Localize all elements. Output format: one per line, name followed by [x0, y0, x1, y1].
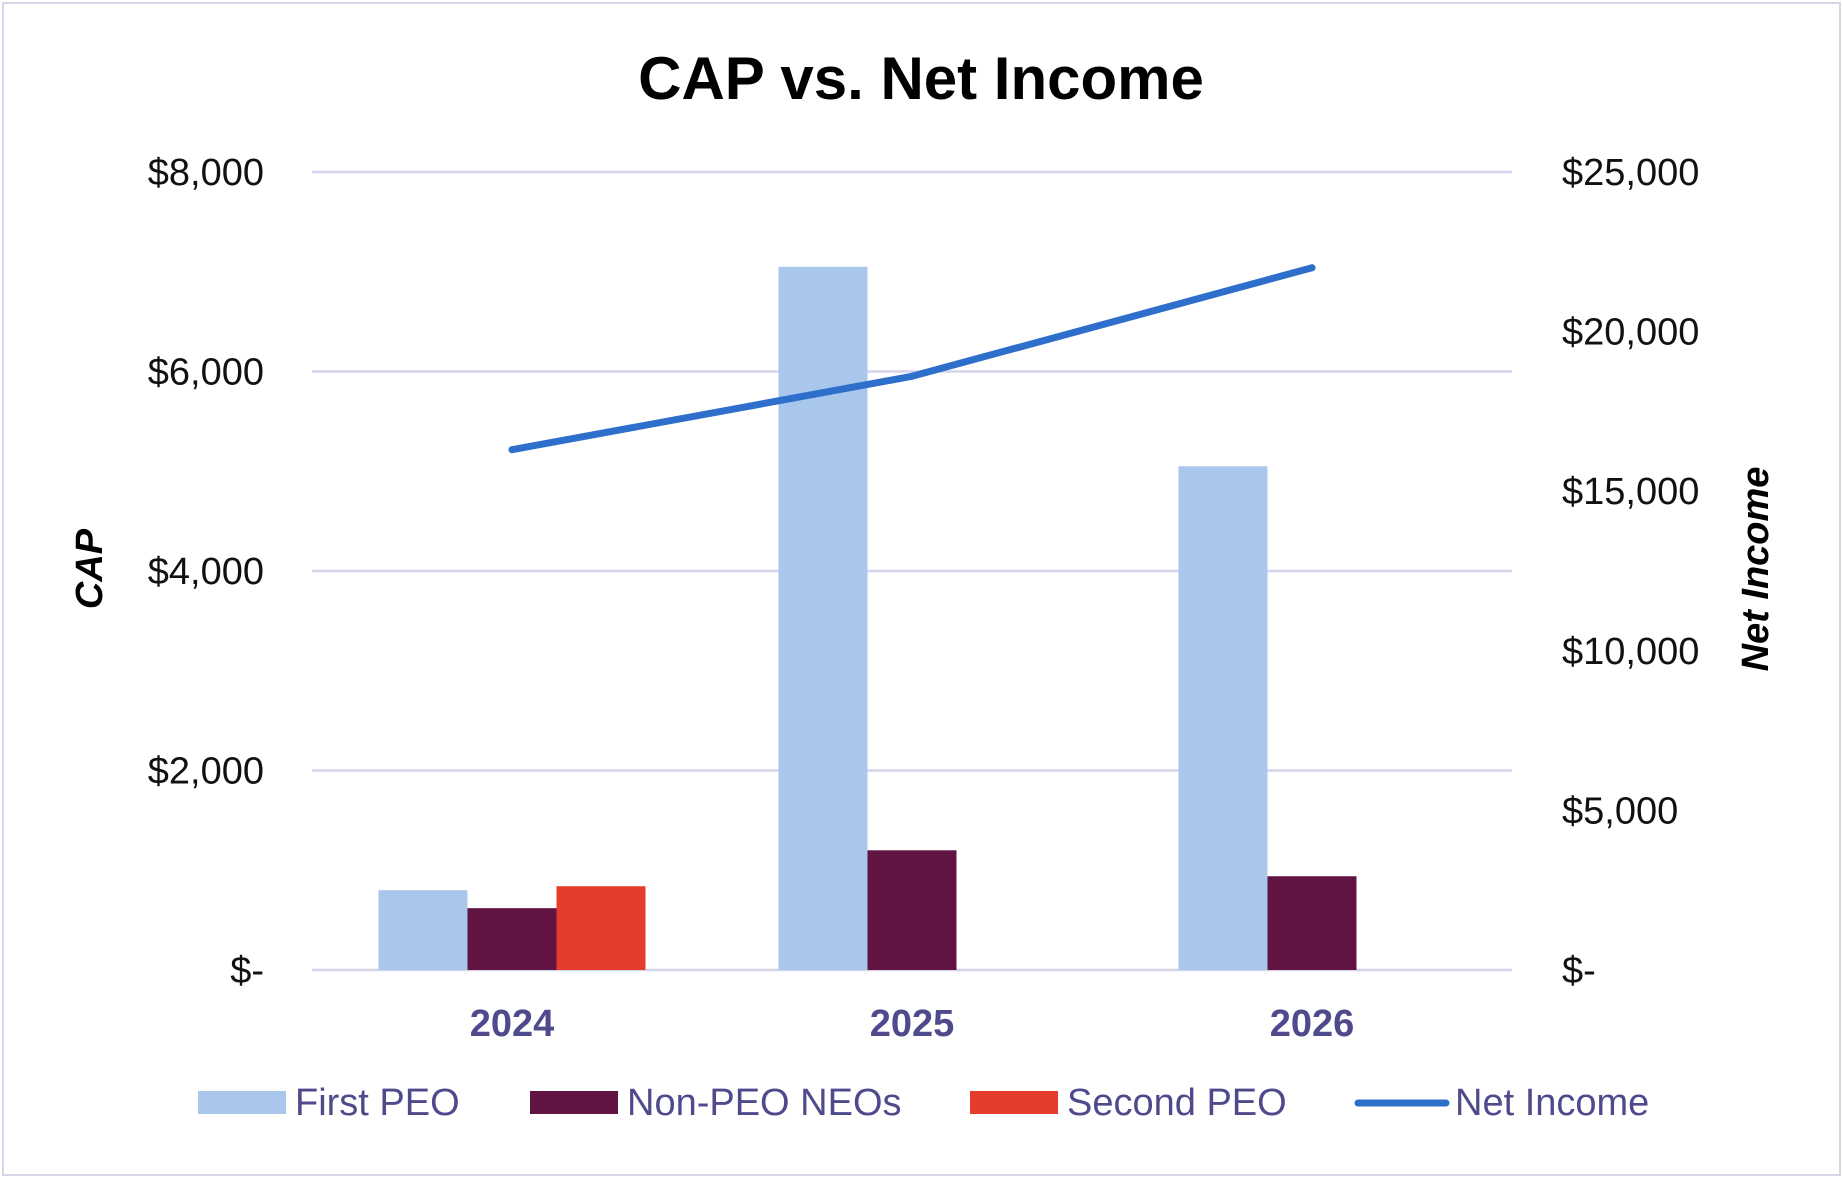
- left-tick-label: $-: [230, 950, 264, 992]
- left-axis-title: CAP: [69, 528, 111, 609]
- point-net-income-2025: [908, 372, 916, 380]
- legend-label-first-peo: First PEO: [295, 1082, 460, 1124]
- bars: [378, 266, 1357, 970]
- bar-second-peo-2024: [556, 886, 646, 970]
- bar-non-peo-neos-2026: [1267, 876, 1357, 970]
- legend-label-net-income: Net Income: [1455, 1082, 1649, 1124]
- bar-first-peo-2025: [778, 266, 868, 970]
- legend-swatch-non-peo-neos: [530, 1091, 618, 1114]
- category-labels: 2024 2025 2026: [470, 1003, 1355, 1045]
- legend-label-non-peo-neos: Non-PEO NEOs: [627, 1082, 902, 1124]
- legend-swatch-second-peo: [970, 1091, 1058, 1114]
- right-tick-label: $25,000: [1562, 152, 1699, 194]
- right-tick-label: $15,000: [1562, 471, 1699, 513]
- legend-swatch-first-peo: [198, 1091, 286, 1114]
- category-label: 2024: [470, 1003, 555, 1045]
- right-axis-ticks: $- $5,000 $10,000 $15,000 $20,000 $25,000: [1562, 152, 1699, 992]
- series-line-net-income: [508, 264, 1316, 454]
- left-tick-label: $2,000: [148, 751, 264, 793]
- left-tick-label: $6,000: [148, 352, 264, 394]
- right-axis-title: Net Income: [1735, 467, 1777, 672]
- right-tick-label: $-: [1562, 950, 1596, 992]
- point-net-income-2026: [1308, 264, 1316, 272]
- right-tick-label: $10,000: [1562, 631, 1699, 673]
- point-net-income-2024: [508, 446, 516, 454]
- bar-non-peo-neos-2025: [867, 850, 957, 970]
- left-tick-label: $8,000: [148, 152, 264, 194]
- chart-title: CAP vs. Net Income: [638, 45, 1204, 112]
- right-tick-label: $20,000: [1562, 312, 1699, 354]
- net-income-line-layer: [508, 264, 1316, 454]
- left-axis-ticks: $- $2,000 $4,000 $6,000 $8,000: [148, 152, 264, 992]
- legend-label-second-peo: Second PEO: [1067, 1082, 1287, 1124]
- category-label: 2025: [870, 1003, 955, 1045]
- bar-first-peo-2026: [1178, 466, 1268, 970]
- category-label: 2026: [1270, 1003, 1355, 1045]
- legend: First PEO Non-PEO NEOs Second PEO Net Incom…: [198, 1082, 1649, 1124]
- bar-first-peo-2024: [378, 890, 468, 970]
- right-tick-label: $5,000: [1562, 790, 1678, 832]
- left-tick-label: $4,000: [148, 551, 264, 593]
- bar-non-peo-neos-2024: [467, 908, 557, 970]
- cap-vs-net-income-chart: CAP vs. Net Income $-$2,000$4,000$6,000$…: [69, 45, 1777, 1124]
